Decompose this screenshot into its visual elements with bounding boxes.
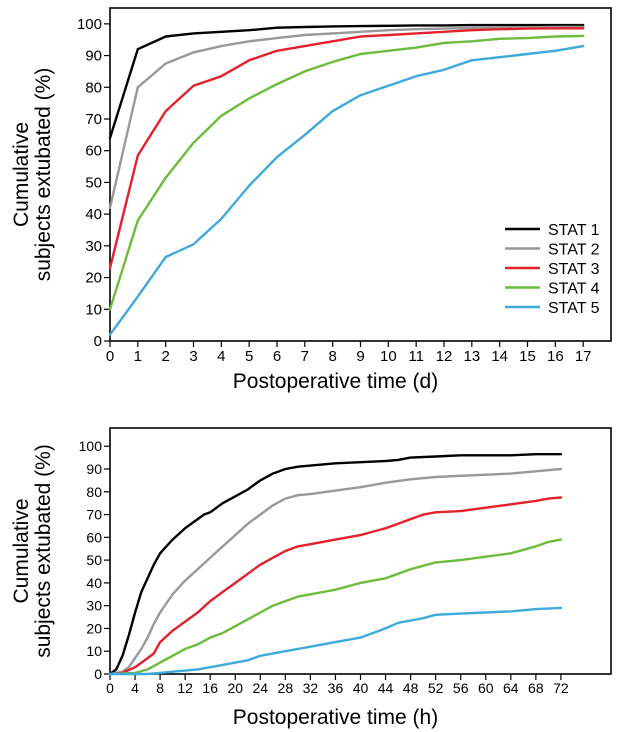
x-tick-label: 60 [478, 680, 494, 696]
legend-label: STAT 3 [548, 261, 600, 278]
x-tick-label: 12 [177, 680, 193, 696]
y-tick-label: 90 [85, 48, 102, 65]
x-tick-label: 8 [328, 348, 336, 365]
x-tick-label: 13 [463, 348, 480, 365]
y-tick-label: 80 [86, 484, 102, 500]
x-tick-label: 15 [519, 348, 536, 365]
x-tick-label: 0 [106, 348, 114, 365]
series-line-stat-4 [108, 538, 563, 676]
x-tick-label: 4 [217, 348, 225, 365]
series-line-stat-3 [108, 27, 585, 270]
x-tick-label: 7 [301, 348, 309, 365]
x-tick-label: 9 [356, 348, 364, 365]
y-axis-title-line: subjects extubated (%) [32, 68, 55, 282]
y-axis-title-line: Cumulative [10, 498, 33, 603]
y-tick-label: 90 [86, 461, 102, 477]
y-tick-label: 100 [79, 438, 103, 454]
y-axis-title-line: subjects extubated (%) [32, 444, 55, 658]
x-tick-label: 17 [575, 348, 592, 365]
x-tick-label: 11 [408, 348, 424, 365]
x-tick-label: 64 [503, 680, 519, 696]
x-tick-label: 20 [227, 680, 243, 696]
y-tick-label: 50 [86, 552, 102, 568]
y-tick-label: 70 [85, 111, 102, 128]
x-tick-label: 16 [202, 680, 218, 696]
x-tick-label: 48 [403, 680, 419, 696]
x-tick-label: 2 [161, 348, 169, 365]
x-tick-label: 28 [278, 680, 294, 696]
series-line-stat-5 [108, 44, 585, 336]
x-tick-label: 52 [428, 680, 444, 696]
series-line-stat-1 [108, 23, 585, 140]
y-tick-label: 0 [94, 333, 102, 350]
x-tick-label: 44 [378, 680, 394, 696]
y-tick-label: 60 [85, 143, 102, 160]
legend-label: STAT 5 [548, 300, 600, 317]
x-tick-label: 24 [253, 680, 269, 696]
y-tick-label: 60 [86, 529, 102, 545]
series-line-stat-1 [108, 453, 563, 676]
x-tick-label: 6 [273, 348, 281, 365]
y-tick-label: 30 [85, 238, 102, 255]
y-tick-label: 10 [85, 301, 102, 318]
y-tick-label: 20 [86, 620, 102, 636]
y-tick-label: 10 [86, 643, 102, 659]
y-tick-label: 70 [86, 507, 102, 523]
x-tick-label: 32 [303, 680, 319, 696]
x-tick-label: 4 [131, 680, 139, 696]
x-tick-label: 3 [189, 348, 197, 365]
legend-label: STAT 4 [548, 281, 600, 298]
series-line-stat-2 [108, 25, 585, 210]
y-tick-label: 100 [77, 16, 102, 33]
y-tick-label: 80 [85, 79, 102, 96]
x-tick-label: 5 [245, 348, 253, 365]
series-line-stat-3 [108, 496, 563, 676]
series-line-stat-5 [108, 606, 563, 676]
plot-frame [109, 7, 612, 342]
series-line-stat-2 [108, 467, 563, 676]
x-tick-label: 10 [380, 348, 397, 365]
x-tick-label: 12 [436, 348, 453, 365]
y-tick-label: 0 [94, 666, 102, 682]
x-tick-label: 16 [547, 348, 564, 365]
y-tick-label: 20 [85, 270, 102, 287]
x-tick-label: 40 [353, 680, 369, 696]
y-tick-label: 30 [86, 598, 102, 614]
x-tick-label: 36 [328, 680, 344, 696]
x-tick-label: 0 [106, 680, 114, 696]
x-tick-label: 14 [491, 348, 508, 365]
y-tick-label: 50 [85, 174, 102, 191]
x-tick-label: 8 [156, 680, 164, 696]
x-tick-label: 68 [528, 680, 544, 696]
x-axis-title: Postoperative time (d) [233, 370, 438, 393]
legend-label: STAT 2 [548, 242, 600, 259]
x-axis-title: Postoperative time (h) [233, 706, 438, 729]
x-tick-label: 56 [453, 680, 469, 696]
y-axis-title-line: Cumulative [10, 122, 33, 227]
x-tick-label: 1 [134, 348, 142, 365]
x-tick-label: 72 [553, 680, 569, 696]
y-tick-label: 40 [86, 575, 102, 591]
y-tick-label: 40 [85, 206, 102, 223]
legend-label: STAT 1 [548, 222, 600, 239]
series-line-stat-4 [108, 34, 585, 311]
